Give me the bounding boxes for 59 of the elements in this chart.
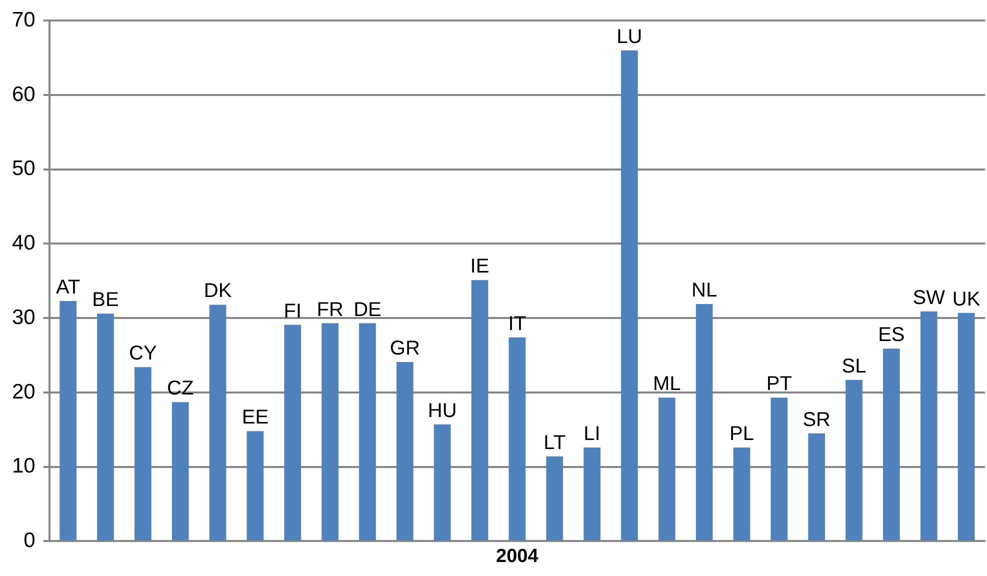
x-tick-label: EE (242, 406, 269, 429)
bar (584, 447, 600, 540)
x-tick-label: LU (616, 26, 642, 48)
x-tick-label: DK (204, 280, 232, 302)
bar (958, 312, 975, 540)
bar (920, 311, 938, 540)
bar (322, 323, 338, 540)
bar (696, 304, 713, 540)
x-tick-label: FI (284, 300, 302, 322)
x-tick-label: ML (652, 373, 681, 396)
bar (808, 433, 826, 540)
bar (359, 323, 376, 540)
y-tick-label: 10 (12, 454, 36, 478)
bar (621, 50, 638, 540)
x-tick-label: SW (912, 286, 946, 309)
bar (733, 447, 750, 540)
x-tick-label: PT (766, 373, 792, 396)
x-tick-label: PL (730, 423, 754, 446)
bar (883, 348, 900, 540)
x-tick-label: IE (470, 256, 490, 278)
x-tick-label: AT (56, 276, 80, 298)
x-tick-label: BE (92, 289, 119, 312)
y-tick-label: 30 (12, 306, 36, 329)
bar (172, 402, 189, 540)
bar (60, 300, 76, 540)
bar (508, 337, 526, 540)
x-tick-label: ES (878, 324, 905, 346)
bar (246, 431, 264, 540)
x-tick-label: FR (316, 298, 344, 321)
x-tick-label: IT (508, 312, 526, 335)
bar (846, 380, 862, 540)
x-tick-label: LI (584, 423, 600, 446)
x-tick-label: GR (390, 337, 420, 360)
y-tick-label: 50 (12, 157, 36, 180)
bar (434, 424, 451, 540)
bar (471, 280, 488, 540)
x-tick-label: LT (544, 432, 566, 454)
bar (284, 324, 302, 540)
x-tick-label: HU (428, 400, 457, 422)
x-tick-label: CZ (167, 378, 194, 400)
bar (546, 456, 564, 540)
bar (658, 398, 676, 540)
x-tick-label: SL (842, 355, 866, 378)
bar (97, 314, 114, 540)
x-tick-label: SR (802, 408, 830, 431)
y-tick-label: 40 (12, 232, 36, 255)
y-tick-label: 20 (12, 380, 36, 404)
x-tick-label: DE (354, 298, 382, 321)
y-tick-label: 0 (24, 528, 36, 552)
bar (134, 367, 152, 540)
bar (396, 362, 414, 540)
bar (770, 398, 788, 540)
x-tick-label: CY (129, 342, 157, 365)
bar (209, 304, 226, 540)
y-tick-label: 70 (12, 8, 36, 32)
x-tick-label: NL (692, 279, 718, 302)
y-tick-label: 60 (12, 82, 36, 106)
x-axis-title: 2004 (496, 546, 539, 567)
x-tick-label: UK (952, 288, 981, 310)
